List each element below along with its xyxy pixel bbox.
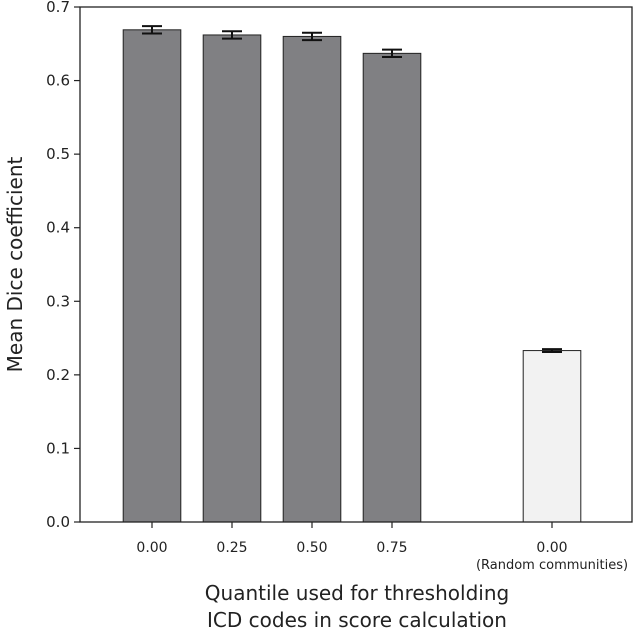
y-axis-label: Mean Dice coefficient	[3, 156, 27, 372]
y-axis-ticks: 0.0 0.1 0.2 0.3 0.4 0.5 0.6 0.7	[46, 0, 80, 531]
x-tick-label: 0.00	[136, 540, 167, 556]
y-tick-label: 0.5	[46, 145, 70, 163]
x-tick-label: 0.75	[376, 540, 407, 556]
y-tick-label: 0.6	[46, 72, 70, 90]
x-tick-label: 0.25	[216, 540, 247, 556]
bars-group	[122, 29, 582, 523]
y-tick-label: 0.3	[46, 292, 70, 310]
y-tick-label: 0.7	[46, 0, 70, 16]
plot-frame	[79, 6, 633, 523]
x-axis-label-line-2: ICD codes in score calculation	[207, 608, 507, 629]
y-tick-label: 0.4	[46, 219, 70, 237]
x-axis-label-line-1: Quantile used for thresholding	[205, 581, 509, 605]
x-tick-sublabel: (Random communities)	[476, 558, 628, 573]
bar	[362, 52, 422, 523]
y-tick-label: 0.1	[46, 439, 70, 457]
x-tick-label: 0.00	[536, 540, 567, 556]
y-tick-label: 0.2	[46, 366, 70, 384]
bar	[522, 350, 582, 523]
bar	[282, 35, 342, 523]
bar	[202, 34, 262, 523]
x-axis-ticks: 0.00 0.25 0.50 0.75 0.00 (Random communities)	[136, 522, 628, 573]
bar	[122, 29, 182, 523]
x-tick-label: 0.50	[296, 540, 327, 556]
y-tick-label: 0.0	[46, 513, 70, 531]
error-bars-group	[142, 25, 562, 354]
